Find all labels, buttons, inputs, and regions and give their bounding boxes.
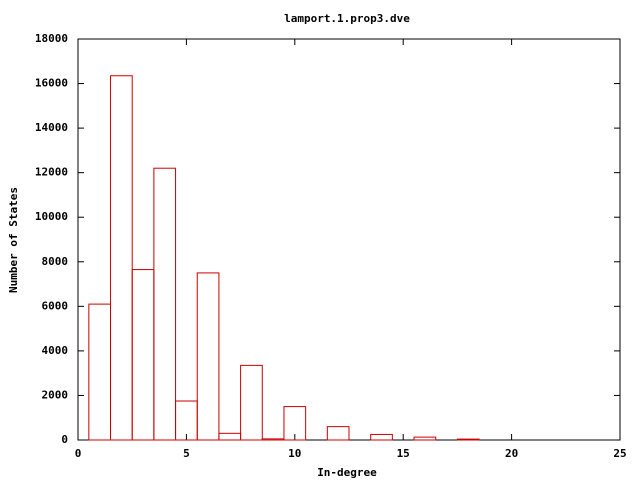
- bar: [196, 272, 220, 441]
- x-tick-label: 15: [397, 447, 410, 460]
- bar: [413, 436, 437, 441]
- bar: [88, 303, 112, 441]
- y-tick-label: 18000: [35, 32, 68, 45]
- x-tick-label: 0: [75, 447, 82, 460]
- bar: [370, 433, 393, 441]
- y-tick-label: 6000: [42, 299, 69, 312]
- bar: [240, 364, 263, 441]
- y-tick-label: 0: [61, 433, 68, 446]
- bar: [261, 438, 285, 441]
- y-tick-label: 10000: [35, 210, 68, 223]
- bar: [326, 426, 350, 441]
- bar: [456, 438, 480, 441]
- x-tick-label: 5: [183, 447, 190, 460]
- x-tick-label: 25: [613, 447, 626, 460]
- x-tick-label: 20: [505, 447, 518, 460]
- plot-frame: [77, 38, 621, 441]
- y-tick-label: 12000: [35, 166, 68, 179]
- bar: [218, 432, 242, 441]
- bar: [153, 167, 177, 441]
- y-tick-label: 8000: [42, 255, 69, 268]
- y-tick-label: 4000: [42, 344, 69, 357]
- x-axis-label: In-degree: [317, 466, 377, 479]
- bar: [283, 406, 307, 441]
- bar: [110, 75, 133, 441]
- chart-title: lamport.1.prop3.dve: [284, 12, 410, 25]
- x-tick-label: 10: [288, 447, 301, 460]
- y-tick-label: 14000: [35, 121, 68, 134]
- bar: [131, 269, 155, 441]
- y-tick-label: 16000: [35, 77, 68, 90]
- y-tick-label: 2000: [42, 388, 69, 401]
- y-axis-label: Number of States: [7, 187, 20, 293]
